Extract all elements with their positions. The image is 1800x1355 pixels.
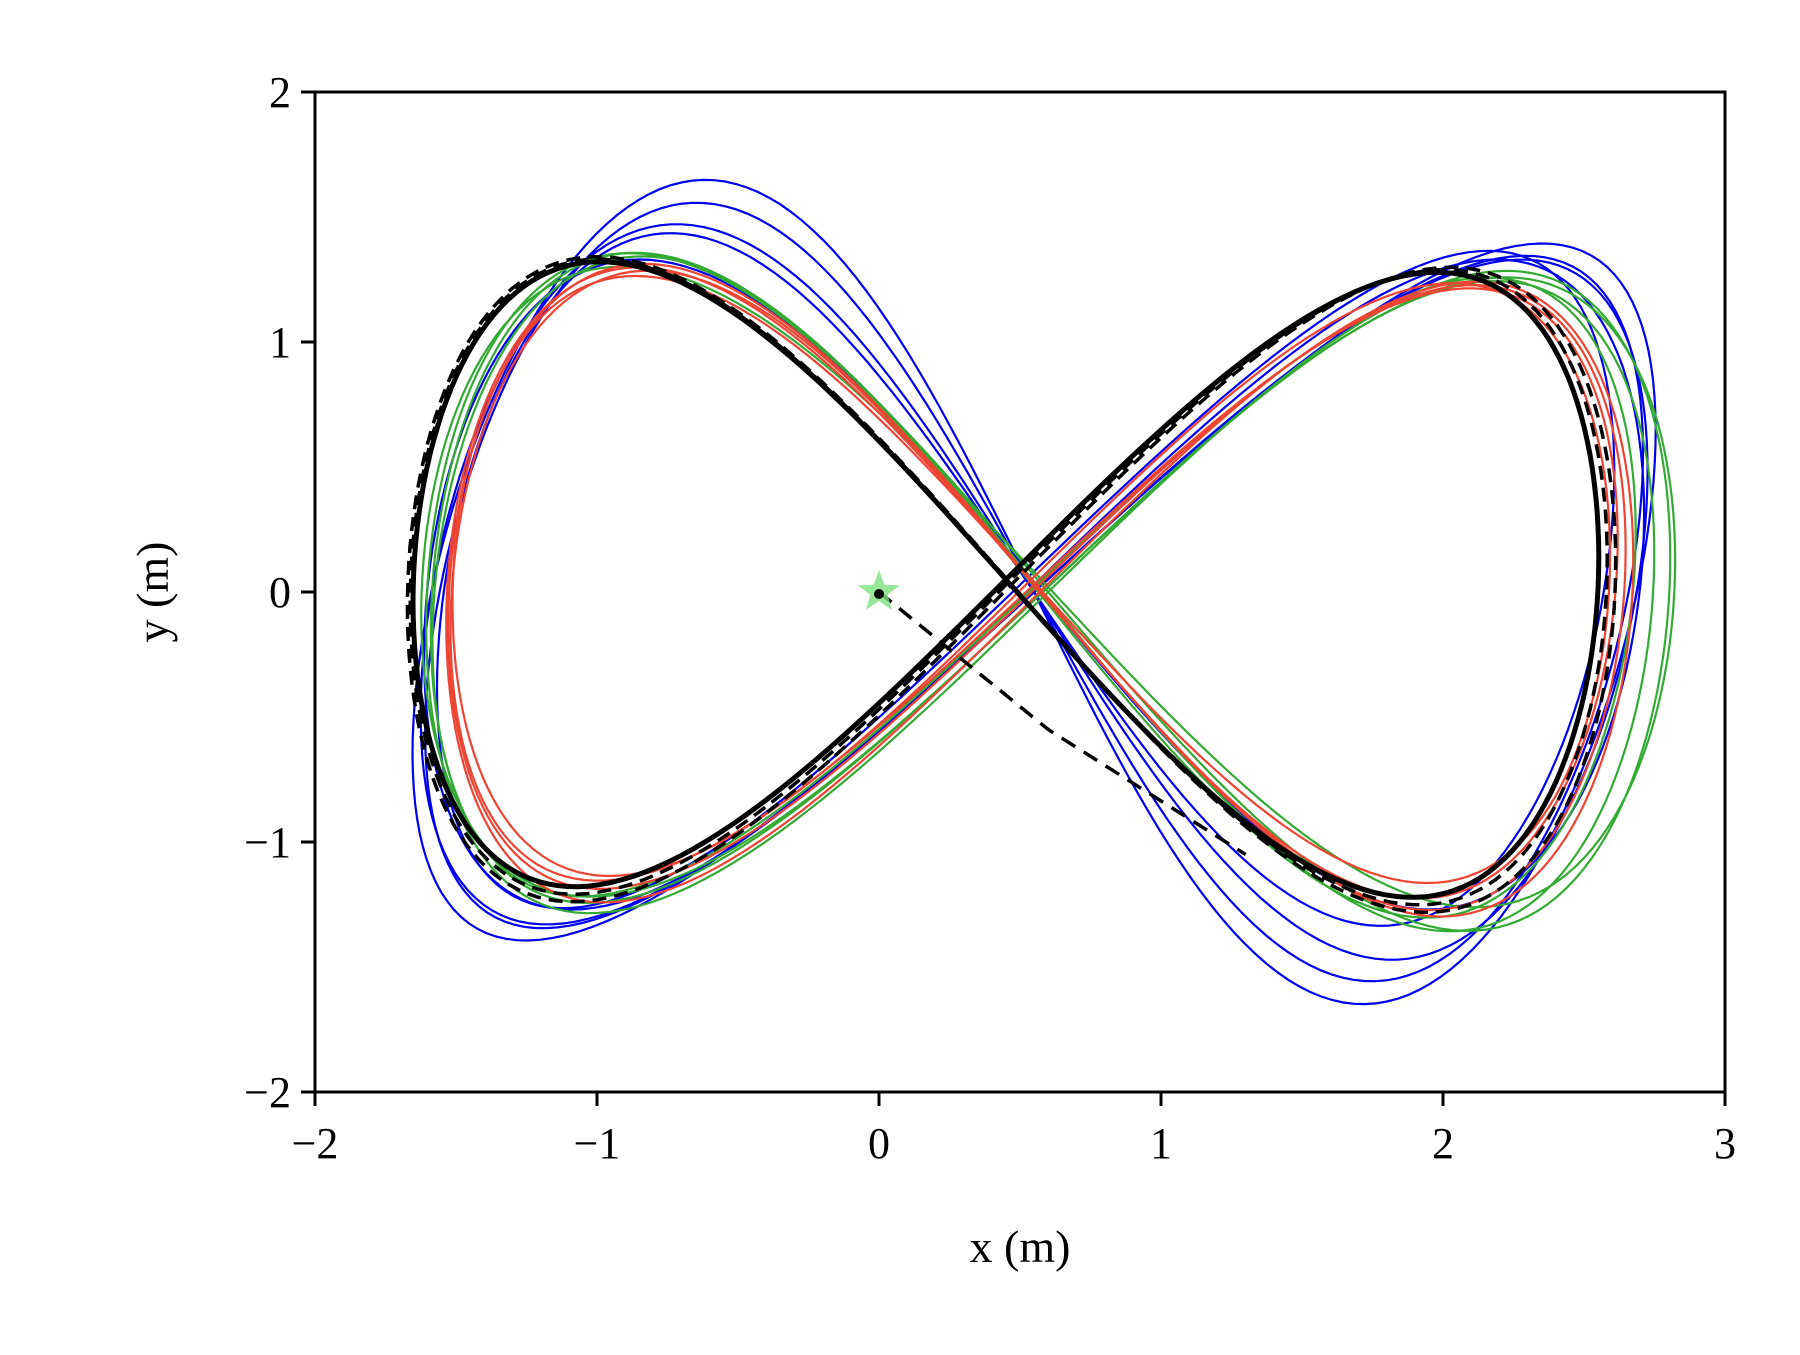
x-tick-label: −2	[292, 1119, 339, 1168]
marker-layer	[858, 570, 900, 610]
reference-approach	[877, 590, 1247, 856]
reference-loop-2	[405, 254, 1618, 915]
series-layer	[411, 178, 1677, 1006]
x-axis: −2 −1 0 1 2 3	[292, 1092, 1736, 1168]
y-tick-label: 0	[269, 568, 291, 617]
y-axis-label: y (m)	[127, 542, 178, 643]
y-tick-label: −1	[244, 818, 291, 867]
x-tick-label: 1	[1150, 1119, 1172, 1168]
series-0-loop-3	[435, 232, 1616, 927]
reference-layer	[405, 254, 1618, 915]
reference-loop-1	[408, 257, 1609, 907]
y-axis: −2 −1 0 1 2	[244, 68, 315, 1117]
x-tick-label: −1	[574, 1119, 621, 1168]
series-2-loop-3	[451, 274, 1612, 885]
y-tick-label: 2	[269, 68, 291, 117]
series-0-loop-1	[411, 178, 1657, 1006]
x-tick-label: 3	[1714, 1119, 1736, 1168]
y-tick-label: −2	[244, 1068, 291, 1117]
x-tick-label: 0	[868, 1119, 890, 1168]
start-point-dot	[874, 589, 884, 599]
x-axis-label: x (m)	[970, 1221, 1071, 1272]
y-tick-label: 1	[269, 318, 291, 367]
x-tick-label: 2	[1432, 1119, 1454, 1168]
